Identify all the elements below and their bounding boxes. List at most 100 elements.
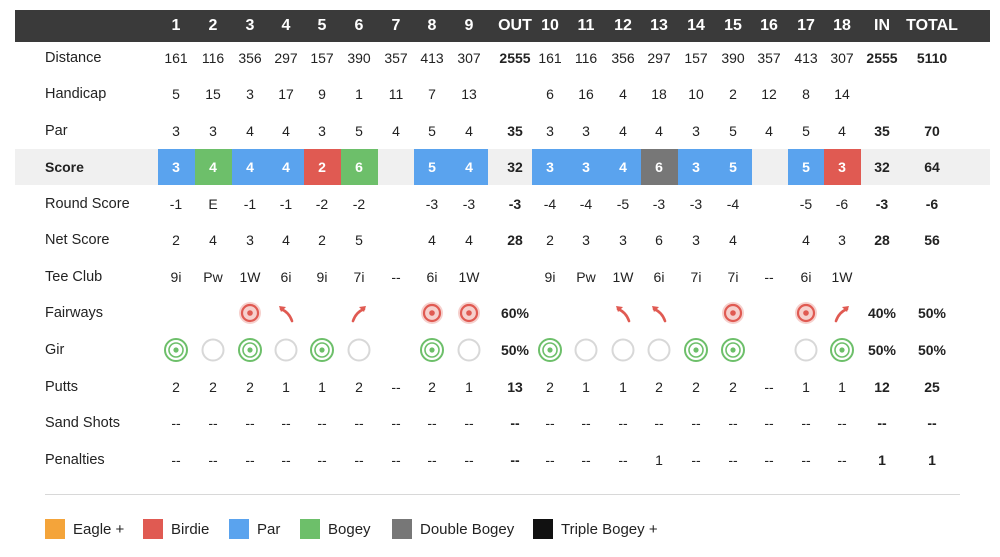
par-cell: 5 <box>802 123 810 139</box>
tee-club-cell: 6i <box>800 269 812 285</box>
gir-hit-icon <box>310 338 334 362</box>
legend-item: Par <box>229 518 280 540</box>
fairway-hit-target-icon <box>239 302 261 324</box>
hole-header-1: 1 <box>171 17 181 34</box>
penalties-cell: -- <box>245 452 255 468</box>
penalties-cell: -- <box>618 452 628 468</box>
round-score-cell: -6 <box>835 196 849 212</box>
handicap-cell: 3 <box>246 86 254 102</box>
penalties-cell: -- <box>208 452 218 468</box>
tee-club-cell: 1W <box>458 269 480 285</box>
round-score-cell: -1 <box>279 196 293 212</box>
hole-header-total: TOTAL <box>906 17 958 34</box>
sand-shots-cell: -- <box>510 415 520 431</box>
par-cell: 4 <box>246 123 254 139</box>
penalties-cell: -- <box>281 452 291 468</box>
handicap-cell: 14 <box>834 86 850 102</box>
gir-hit-icon <box>238 338 262 362</box>
tee-club-cell: Pw <box>576 269 596 285</box>
tee-club-cell: 1W <box>831 269 853 285</box>
distance-cell: 2555 <box>866 50 898 66</box>
gir-miss-icon <box>201 338 225 362</box>
penalties-cell: -- <box>171 452 181 468</box>
putts-cell: 2 <box>246 379 254 395</box>
score-cell: 3 <box>157 149 195 185</box>
distance-cell: 307 <box>830 50 854 66</box>
tee-club-cell <box>904 259 960 295</box>
tee-club-cell: 7i <box>727 269 739 285</box>
penalties-cell: 1 <box>878 452 886 468</box>
sand-shots-cell: -- <box>764 415 774 431</box>
sand-shots-cell: -- <box>391 415 401 431</box>
penalties-cell: -- <box>764 452 774 468</box>
tee-club-cell: 7i <box>690 269 702 285</box>
sand-shots-cell: -- <box>245 415 255 431</box>
putts-cell: 1 <box>838 379 846 395</box>
net-score-cell: 2 <box>318 232 326 248</box>
sand-shots-cell: -- <box>728 415 738 431</box>
hole-header-out: OUT <box>498 17 532 34</box>
tee-club-cell: Pw <box>203 269 223 285</box>
legend-label: Triple Bogey + <box>561 520 658 538</box>
penalties-cell: 1 <box>655 452 663 468</box>
par-cell: 4 <box>282 123 290 139</box>
fairways-cell <box>678 295 714 331</box>
handicap-cell: 2 <box>729 86 737 102</box>
gir-cell: 50% <box>500 342 530 358</box>
penalties-cell: -- <box>801 452 811 468</box>
handicap-cell: 7 <box>428 86 436 102</box>
score-cell: 2 <box>303 149 341 185</box>
net-score-cell <box>378 222 414 258</box>
par-cell: 3 <box>209 123 217 139</box>
row-label-penalties: Penalties <box>45 452 105 468</box>
score-cell: 32 <box>507 159 523 175</box>
par-cell: 70 <box>924 123 940 139</box>
score-cell: 5 <box>714 149 752 185</box>
sand-shots-cell: -- <box>654 415 664 431</box>
round-score-cell: -4 <box>543 196 557 212</box>
net-score-cell: 3 <box>838 232 846 248</box>
par-cell: 3 <box>318 123 326 139</box>
sand-shots-cell: -- <box>618 415 628 431</box>
gir-cell <box>751 332 787 368</box>
handicap-cell: 10 <box>688 86 704 102</box>
distance-cell: 413 <box>794 50 818 66</box>
penalties-cell: -- <box>837 452 847 468</box>
handicap-cell: 8 <box>802 86 810 102</box>
hole-header-5: 5 <box>317 17 327 34</box>
handicap-cell: 5 <box>172 86 180 102</box>
penalties-cell: 1 <box>928 452 936 468</box>
legend-label: Birdie <box>171 520 210 538</box>
fairways-cell: 50% <box>917 305 947 321</box>
handicap-cell: 6 <box>546 86 554 102</box>
legend-label: Eagle + <box>73 520 125 538</box>
hole-header-2: 2 <box>208 17 218 34</box>
fairway-miss-right-arrow-icon <box>834 306 849 323</box>
putts-cell: 1 <box>282 379 290 395</box>
gir-hit-icon <box>684 338 708 362</box>
par-cell: 5 <box>428 123 436 139</box>
gir-hit-icon <box>721 338 745 362</box>
penalties-cell: -- <box>427 452 437 468</box>
score-cell: 5 <box>787 149 825 185</box>
gir-miss-icon <box>647 338 671 362</box>
score-cell: 3 <box>677 149 715 185</box>
row-label-round-score: Round Score <box>45 196 130 212</box>
net-score-cell: 3 <box>619 232 627 248</box>
hole-header-17: 17 <box>797 17 815 34</box>
legend-swatch <box>143 519 163 539</box>
sand-shots-cell: -- <box>171 415 181 431</box>
net-score-cell: 5 <box>355 232 363 248</box>
fairway-miss-right-arrow-icon <box>351 306 366 323</box>
round-score-cell: -2 <box>352 196 366 212</box>
row-label-tee-club: Tee Club <box>45 269 103 285</box>
distance-cell: 297 <box>274 50 298 66</box>
round-score-cell: -3 <box>425 196 439 212</box>
row-label-score: Score <box>45 159 84 175</box>
par-cell: 4 <box>465 123 473 139</box>
round-score-cell: -5 <box>799 196 813 212</box>
gir-miss-icon <box>347 338 371 362</box>
legend-item: Bogey <box>300 518 371 540</box>
score-cell <box>751 149 787 185</box>
row-label-net-score: Net Score <box>45 232 110 248</box>
